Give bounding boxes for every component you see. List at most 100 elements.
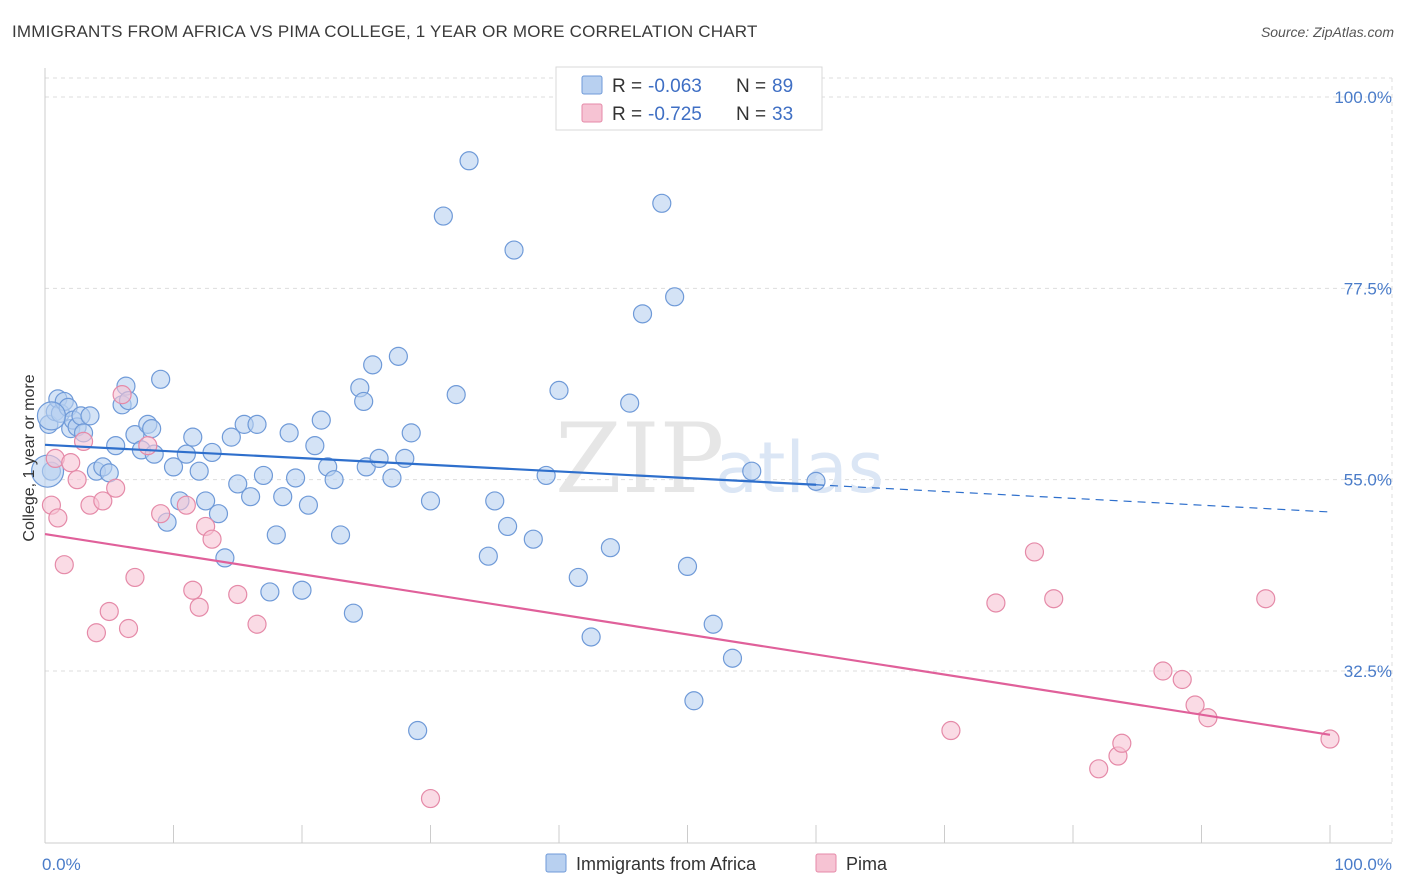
chart-title: IMMIGRANTS FROM AFRICA VS PIMA COLLEGE, …	[12, 22, 758, 41]
pink-point-5	[67, 470, 87, 490]
pink-point-15	[138, 436, 158, 456]
blue-trend-line	[44, 443, 817, 486]
blue-point-cluster-0	[36, 401, 67, 431]
pink-point-25	[941, 720, 961, 741]
x-tick-label-0: 0.0%	[42, 855, 81, 874]
blue-point-12	[80, 406, 100, 426]
blue-point-53	[330, 525, 351, 545]
blue-point-73	[523, 529, 543, 549]
legend-swatch-blue	[581, 75, 603, 95]
pink-trend-line	[44, 533, 1331, 736]
legend-n-label-blue: N =	[736, 76, 766, 97]
blue-point-70	[485, 491, 505, 511]
pink-point-31	[1112, 733, 1132, 753]
blue-point-46	[285, 468, 306, 488]
legend-n-value-pink: 33	[772, 104, 793, 125]
pink-point-26	[986, 593, 1006, 613]
blue-point-72	[504, 240, 524, 260]
trend-lines	[44, 443, 1331, 736]
blue-point-86	[742, 461, 762, 481]
pink-point-17	[176, 495, 196, 515]
pink-point-8	[86, 623, 107, 643]
pink-point-13	[118, 618, 139, 639]
pink-point-32	[1153, 661, 1173, 681]
pink-point-19	[189, 597, 209, 617]
pink-point-4	[61, 453, 81, 473]
blue-point-80	[632, 304, 653, 324]
pink-point-36	[1256, 589, 1276, 609]
pink-point-18	[183, 580, 203, 600]
blue-point-47	[292, 580, 312, 600]
pink-point-12	[112, 385, 132, 405]
blue-point-25	[151, 369, 171, 389]
pink-point-3	[54, 555, 74, 575]
blue-point-40	[247, 414, 267, 434]
pink-point-28	[1044, 589, 1064, 609]
blue-point-37	[228, 474, 248, 494]
legend-r-value-pink: -0.725	[648, 104, 702, 125]
blue-point-76	[568, 567, 588, 588]
blue-point-44	[273, 487, 293, 507]
blue-point-60	[382, 468, 402, 488]
blue-point-50	[311, 410, 331, 430]
blue-point-69	[478, 546, 498, 566]
x-tick-labels: 0.0% 100.0%	[42, 855, 1392, 874]
pink-point-33	[1172, 669, 1192, 690]
blue-point-16	[106, 436, 126, 456]
pink-point-21	[202, 529, 222, 549]
blue-point-31	[189, 461, 209, 481]
bottom-legend-label-pink: Pima	[846, 854, 888, 874]
blue-point-45	[279, 423, 299, 443]
blue-point-82	[665, 287, 685, 307]
blue-point-23	[142, 419, 162, 439]
pink-point-10	[99, 601, 119, 622]
pink-point-27	[1024, 542, 1045, 562]
blue-point-39	[241, 487, 261, 507]
y-tick-label-0: 32.5%	[1344, 662, 1392, 681]
blue-point-66	[433, 206, 453, 226]
blue-point-41	[253, 465, 274, 486]
blue-point-61	[388, 346, 408, 366]
y-tick-labels: 32.5% 55.0% 77.5% 100.0%	[1334, 88, 1392, 681]
pink-point-11	[106, 478, 126, 498]
blue-point-65	[420, 491, 441, 511]
blue-point-83	[677, 556, 698, 577]
blue-point-63	[401, 423, 421, 443]
blue-point-58	[363, 355, 383, 375]
blue-point-75	[549, 380, 569, 400]
bottom-legend-swatch-pink	[815, 853, 837, 873]
blue-point-30	[183, 427, 203, 447]
legend-n-label-pink: N =	[736, 104, 766, 125]
y-tick-label-2: 77.5%	[1344, 279, 1392, 298]
blue-point-54	[343, 603, 363, 623]
blue-point-32	[196, 491, 216, 511]
blue-point-78	[600, 538, 621, 558]
y-axis-label: College, 1 year or more	[21, 374, 38, 541]
pink-point-16	[151, 504, 171, 524]
blue-point-71	[498, 516, 518, 537]
blue-point-29	[176, 444, 196, 464]
top-legend: R = -0.063 N = 89 R = -0.725 N = 33	[555, 66, 823, 131]
pink-point-22	[228, 584, 248, 605]
blue-point-48	[298, 495, 319, 515]
blue-point-85	[722, 648, 743, 668]
watermark-atlas: atlas	[715, 427, 884, 509]
x-tick-label-1: 100.0%	[1334, 855, 1392, 874]
blue-point-67	[446, 385, 466, 405]
legend-n-value-blue: 89	[772, 76, 793, 97]
blue-point-74	[536, 465, 556, 486]
y-tick-label-1: 55.0%	[1344, 471, 1392, 490]
watermark: ZIP atlas	[555, 403, 884, 515]
y-tick-label-3: 100.0%	[1334, 88, 1392, 107]
blue-point-49	[305, 436, 325, 456]
legend-r-label-pink: R =	[612, 104, 642, 125]
bottom-legend-label-blue: Immigrants from Africa	[576, 854, 757, 874]
blue-point-56	[354, 391, 374, 412]
data-points	[30, 151, 1340, 809]
blue-point-81	[652, 193, 672, 213]
bottom-legend-swatch-blue	[545, 853, 567, 873]
blue-point-77	[581, 627, 601, 647]
blue-point-68	[459, 151, 479, 171]
blue-point-79	[620, 393, 640, 413]
